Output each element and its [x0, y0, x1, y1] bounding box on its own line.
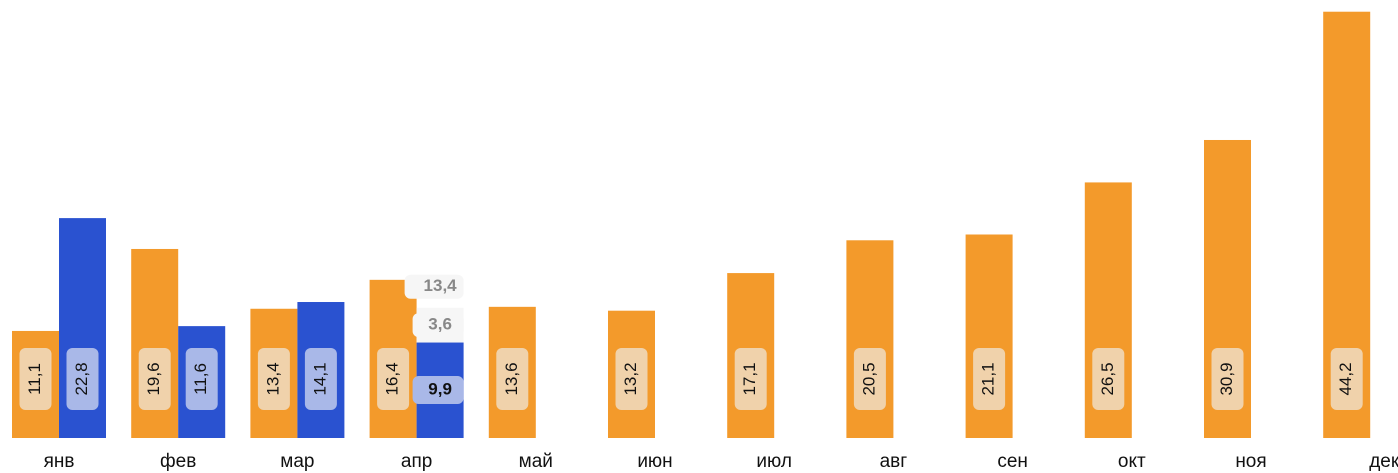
total-label: 13,4: [424, 276, 458, 295]
value-label-bg: [734, 348, 767, 410]
value-label-bg: [138, 348, 171, 410]
value-label-bg: [496, 348, 529, 410]
x-tick-label: июл: [756, 451, 792, 472]
x-tick-label: апр: [401, 451, 432, 472]
x-tick-label: авг: [880, 451, 908, 472]
value-label: 44,2: [1336, 362, 1355, 395]
value-label-bg: [1330, 348, 1363, 410]
value-label: 16,4: [383, 362, 402, 395]
value-label: 9,9: [428, 379, 452, 398]
value-label: 19,6: [144, 362, 163, 395]
value-label: 11,1: [25, 363, 44, 395]
total-label-bg: [404, 274, 464, 299]
value-label-bg: [377, 348, 410, 410]
value-label-bg: [66, 348, 99, 410]
value-label-bg: [1092, 348, 1125, 410]
value-label: 20,5: [859, 362, 878, 395]
value-label: 13,2: [621, 362, 640, 395]
x-tick-label: ноя: [1235, 451, 1266, 472]
value-label: 26,5: [1098, 362, 1117, 395]
value-label: 30,9: [1217, 362, 1236, 395]
value-label-bg: [412, 313, 464, 338]
value-label-bg: [185, 348, 218, 410]
x-tick-label: окт: [1118, 451, 1146, 472]
value-label-bg: [304, 348, 337, 410]
x-tick-label: фев: [160, 451, 196, 472]
x-tick-label: дек: [1369, 451, 1398, 472]
value-label-bg: [19, 348, 52, 410]
x-tick-label: янв: [44, 451, 75, 472]
value-label: 3,6: [428, 315, 452, 334]
value-label-bg: [257, 348, 290, 410]
value-label: 22,8: [72, 362, 91, 395]
value-label-bg: [412, 376, 464, 404]
value-label: 17,1: [740, 362, 759, 395]
value-label: 13,4: [263, 362, 282, 395]
value-label: 21,1: [979, 362, 998, 395]
x-tick-label: май: [519, 451, 553, 472]
value-label-bg: [615, 348, 648, 410]
x-tick-label: июн: [637, 451, 672, 472]
value-label-bg: [1211, 348, 1244, 410]
value-label-bg: [973, 348, 1006, 410]
value-label: 14,1: [310, 362, 329, 395]
value-label: 13,6: [502, 362, 521, 395]
value-label: 11,6: [191, 363, 210, 395]
value-label-bg: [853, 348, 886, 410]
x-tick-label: сен: [997, 451, 1028, 472]
x-tick-label: мар: [280, 451, 314, 472]
